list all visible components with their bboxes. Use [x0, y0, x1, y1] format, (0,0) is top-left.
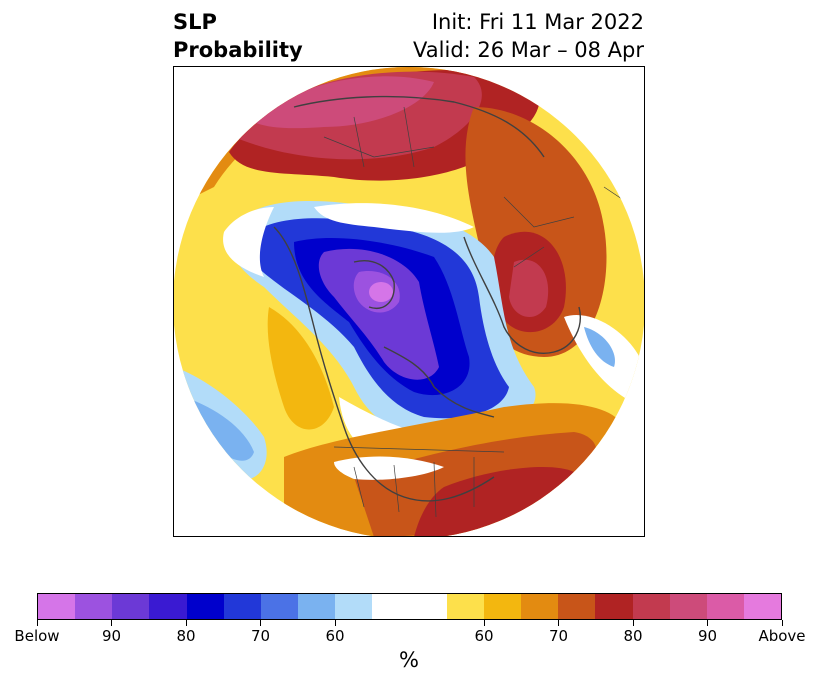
colorbar-tick	[707, 620, 708, 626]
title-line-metric: Probability	[173, 38, 303, 62]
colorbar-swatch	[669, 594, 707, 619]
title-line-variable: SLP	[173, 10, 217, 34]
colorbar-tick-label: 80	[176, 627, 196, 645]
scandinavia-core	[509, 259, 549, 318]
neutral-zone-west	[223, 207, 274, 277]
border-us-canada	[333, 446, 505, 453]
colorbar-tick	[483, 620, 485, 626]
border-us-states	[353, 457, 475, 518]
coastlines	[183, 95, 581, 502]
init-date: Init: Fri 11 Mar 2022	[431, 10, 644, 34]
colorbar-swatch	[706, 594, 744, 619]
plot-title: SLP Probability	[173, 8, 303, 64]
valid-range: Valid: 26 Mar – 08 Apr	[413, 38, 644, 62]
colorbar-tick-label: 90	[101, 627, 122, 645]
colorbar-swatch	[409, 594, 447, 619]
colorbar-swatch	[149, 594, 187, 619]
border-asia	[323, 106, 435, 168]
atlantic-red	[414, 467, 574, 536]
colorbar-swatch	[75, 594, 113, 619]
colorbar-tick	[781, 620, 783, 626]
colorbar-swatch	[186, 594, 224, 619]
colorbar-swatch	[632, 594, 670, 619]
colorbar-tick-label: 60	[474, 627, 494, 645]
border-europe	[503, 196, 575, 268]
probability-map	[173, 66, 645, 537]
colorbar-tick	[111, 620, 112, 626]
plot-subtitle: Init: Fri 11 Mar 2022 Valid: 26 Mar – 08…	[413, 8, 644, 64]
colorbar-tick-label: Below	[14, 627, 60, 645]
coastline-hudson	[383, 346, 495, 418]
coastline-europe	[463, 236, 581, 354]
coastline-greenland	[353, 260, 395, 309]
neutral-zone-arctic	[314, 203, 474, 233]
colorbar-swatch	[521, 594, 559, 619]
colorbar-tick-label: 90	[697, 627, 718, 645]
eurasia-core	[254, 76, 434, 129]
colorbar-swatch	[335, 594, 373, 619]
colorbar-swatch	[595, 594, 633, 619]
polar-purple	[318, 248, 439, 380]
colorbar	[37, 593, 782, 620]
colorbar-swatch	[223, 594, 261, 619]
colorbar-swatch	[483, 594, 522, 619]
coastline-americas-west	[273, 226, 495, 502]
coastline-aleutian	[183, 426, 196, 458]
colorbar-swatch	[446, 594, 484, 619]
pacific-below	[184, 397, 254, 461]
colorbar-tick	[36, 620, 38, 626]
atlantic-blue	[584, 327, 615, 367]
colorbar-tick	[558, 620, 559, 626]
colorbar-tick	[185, 620, 187, 626]
colorbar-unit-label: %	[399, 648, 419, 672]
colorbar-tick-label: 60	[325, 627, 345, 645]
colorbar-swatch	[260, 594, 299, 619]
polar-magenta	[369, 282, 393, 302]
colorbar-tick-label: Above	[758, 627, 806, 645]
colorbar-tick	[260, 620, 261, 626]
colorbar-swatch	[38, 594, 76, 619]
coastline-asia	[293, 95, 545, 158]
colorbar-swatch	[298, 594, 336, 619]
colorbar-tick-label: 70	[548, 627, 569, 645]
pacific-orange	[267, 307, 334, 430]
colorbar-swatch	[743, 594, 782, 619]
colorbar-swatch	[112, 594, 150, 619]
colorbar-swatch	[558, 594, 596, 619]
colorbar-tick-label: 70	[250, 627, 271, 645]
map-canvas	[174, 67, 644, 536]
colorbar-tick	[632, 620, 634, 626]
colorbar-tick-label: 80	[623, 627, 643, 645]
colorbar-tick	[334, 620, 336, 626]
colorbar-swatch	[372, 594, 410, 619]
